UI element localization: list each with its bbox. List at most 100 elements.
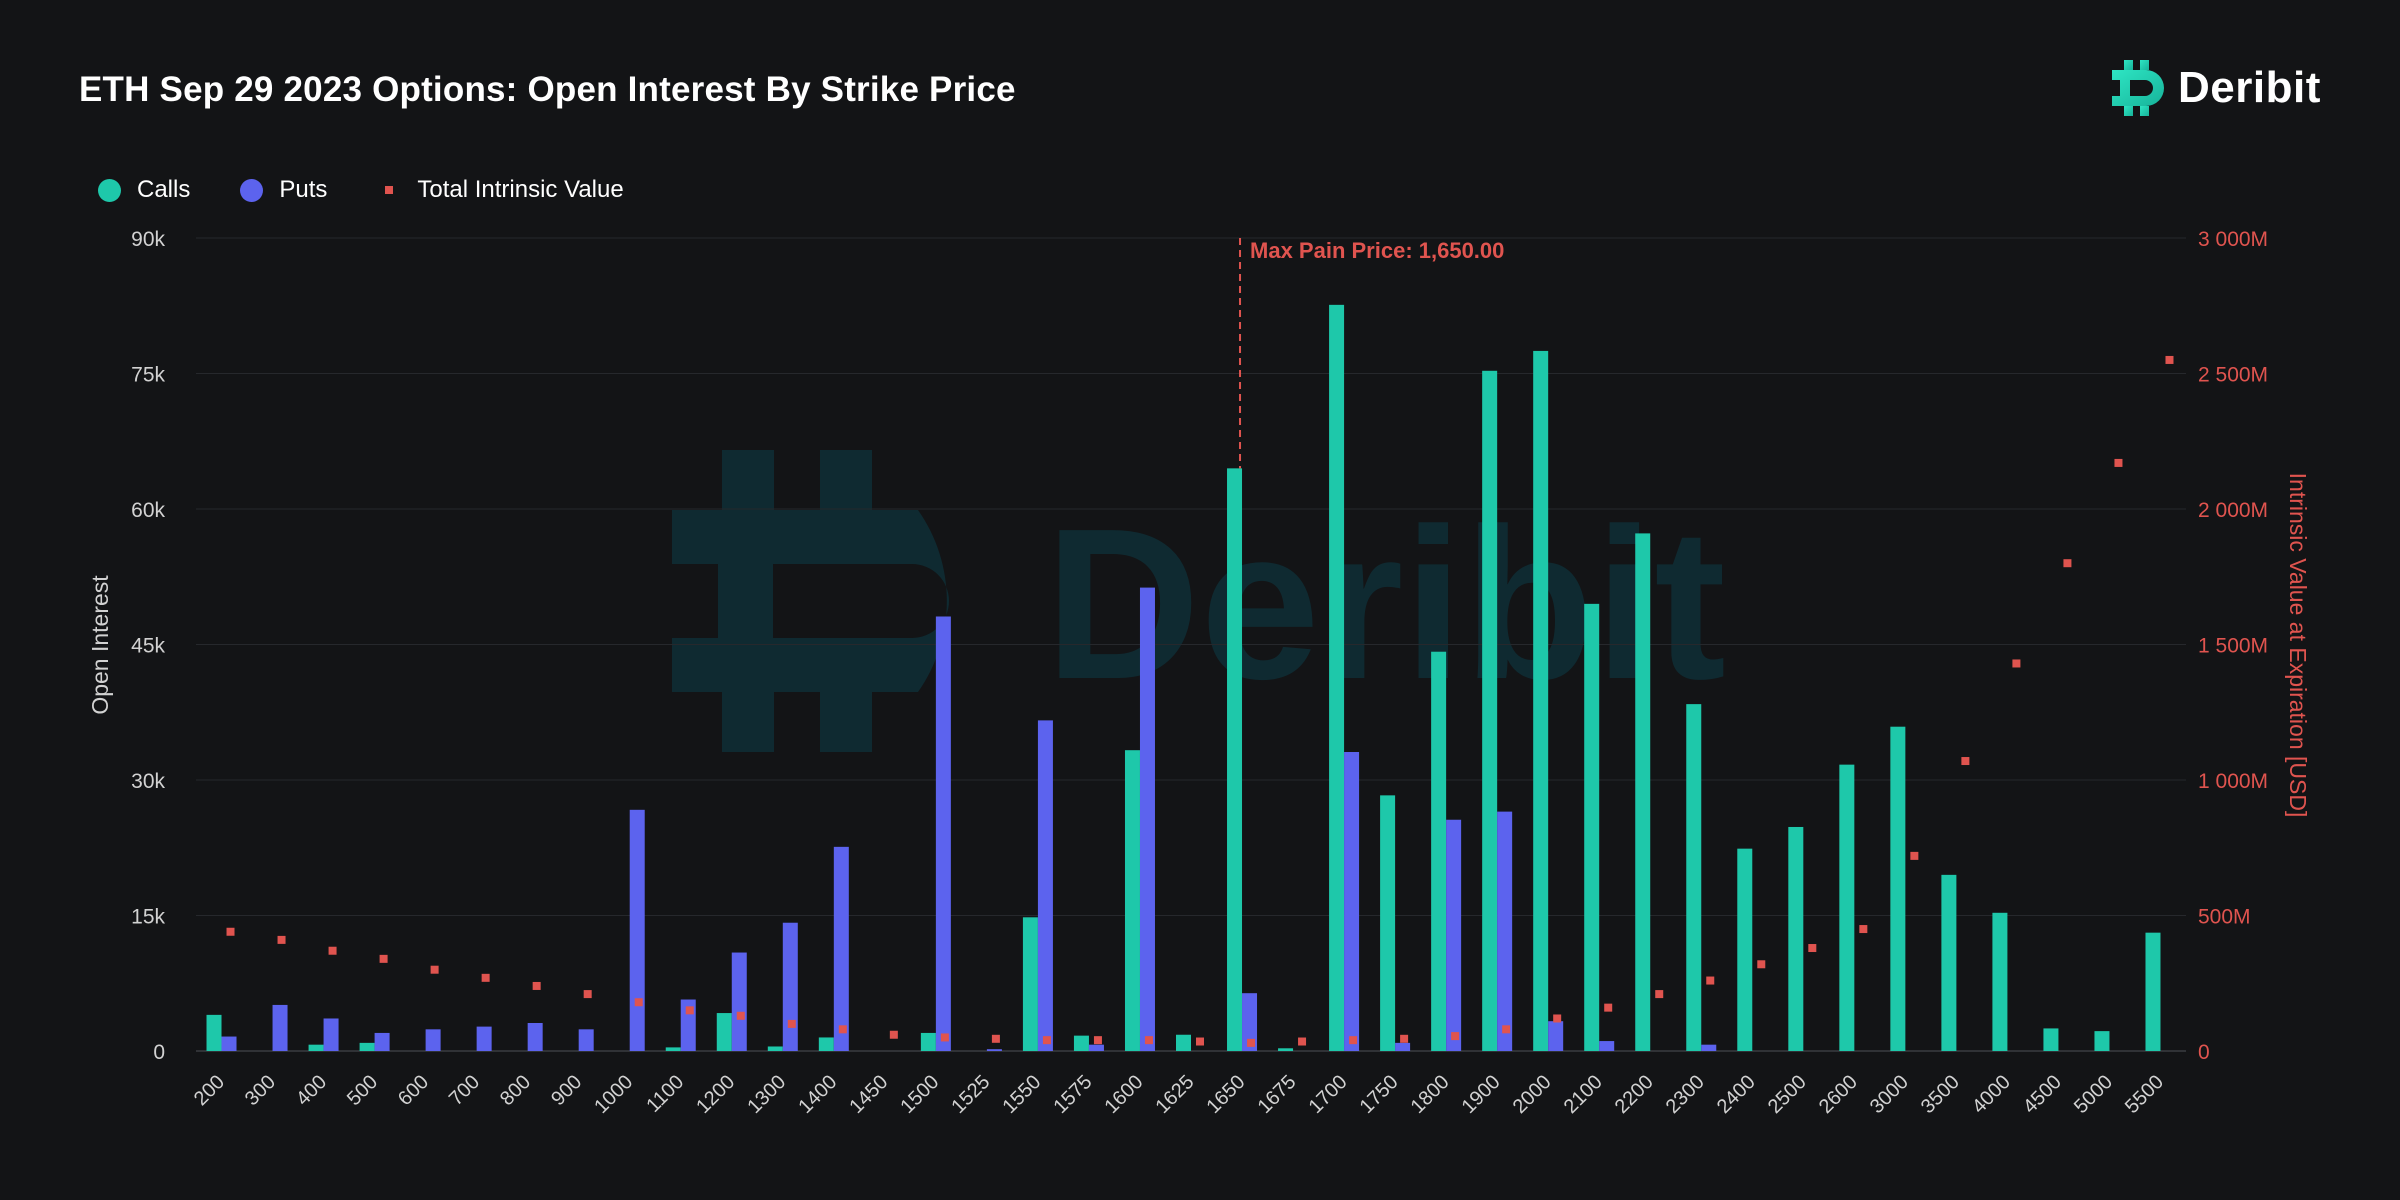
- calls-bar: [1227, 468, 1243, 1052]
- calls-bar: [1073, 1035, 1089, 1051]
- puts-bar: [1395, 1042, 1411, 1051]
- intrinsic-point: [787, 1019, 796, 1028]
- x-axis: 200 300 400 500 600 700 800 900 1000 1100 1200 1300…: [190, 1071, 2168, 1118]
- watermark-brand-text: Deribit: [1045, 483, 1726, 724]
- calls-bar: [1635, 533, 1651, 1051]
- x-tick-label: 200: [190, 1071, 229, 1110]
- x-tick-label: 1675: [1254, 1071, 1301, 1118]
- intrinsic-point: [379, 954, 388, 963]
- puts-bar: [782, 922, 798, 1051]
- x-tick-label: 5000: [2070, 1071, 2117, 1118]
- calls-bar: [1124, 750, 1140, 1051]
- puts-bar: [1139, 587, 1155, 1051]
- calls-bar: [1533, 350, 1549, 1052]
- x-tick-label: 4500: [2019, 1071, 2066, 1118]
- x-tick-label: 5500: [2121, 1071, 2168, 1118]
- x-tick-label: 2300: [1662, 1071, 1709, 1118]
- intrinsic-point: [889, 1030, 898, 1039]
- intrinsic-point: [1400, 1034, 1409, 1043]
- calls-legend-marker: [98, 178, 121, 202]
- legend-item-puts[interactable]: Puts: [240, 176, 327, 204]
- legend-label-puts: Puts: [279, 176, 328, 203]
- intrinsic-point: [2165, 355, 2174, 364]
- puts-bar: [1599, 1041, 1615, 1051]
- calls-bar: [1941, 874, 1957, 1051]
- y2-tick-label: 1 500M: [2198, 635, 2268, 658]
- y2-tick-label: 0: [2198, 1041, 2210, 1064]
- intrinsic-point: [1706, 976, 1715, 985]
- watermark-logo: Deribit: [672, 450, 1726, 752]
- intrinsic-point: [940, 1033, 949, 1042]
- calls-bar: [2043, 1028, 2059, 1051]
- calls-bar: [2145, 932, 2161, 1051]
- x-tick-label: 300: [241, 1071, 280, 1110]
- intrinsic-point: [736, 1011, 745, 1020]
- puts-bar: [629, 809, 645, 1051]
- intrinsic-point: [532, 981, 541, 990]
- intrinsic-point: [1961, 757, 1970, 766]
- puts-bar: [833, 846, 849, 1051]
- x-tick-label: 1575: [1049, 1071, 1096, 1118]
- x-tick-label: 1700: [1305, 1071, 1352, 1118]
- legend-item-calls[interactable]: Calls: [98, 176, 190, 204]
- calls-bar: [1380, 795, 1396, 1051]
- brand-logo: Deribit: [2110, 58, 2321, 118]
- x-tick-label: 1900: [1458, 1071, 1505, 1118]
- calls-bar: [1022, 917, 1038, 1051]
- intrinsic-point: [226, 927, 235, 936]
- intrinsic-point: [1808, 944, 1817, 953]
- calls-bar: [1686, 704, 1702, 1051]
- bars-group: [206, 304, 2161, 1052]
- left-axis: 0 15k 30k 45k 60k 75k 90k: [131, 228, 165, 1064]
- y-tick-label: 30k: [131, 770, 165, 793]
- calls-bar: [1839, 764, 1855, 1051]
- puts-bar: [1497, 811, 1513, 1051]
- puts-bar: [935, 616, 951, 1051]
- calls-bar: [1584, 603, 1600, 1051]
- calls-bar: [1278, 1048, 1294, 1051]
- puts-bar: [731, 952, 747, 1051]
- calls-bar: [767, 1046, 783, 1051]
- intrinsic-point: [1349, 1036, 1358, 1045]
- intrinsic-points-group: [226, 355, 2174, 1047]
- intrinsic-point: [430, 965, 439, 974]
- calls-bar: [1482, 370, 1498, 1051]
- intrinsic-point: [838, 1025, 847, 1034]
- deribit-logo-icon: [2112, 60, 2164, 116]
- calls-bar: [359, 1042, 375, 1051]
- calls-bar: [1737, 848, 1753, 1051]
- x-tick-label: 500: [343, 1071, 382, 1110]
- intrinsic-point: [2012, 659, 2021, 668]
- intrinsic-point: [1655, 990, 1664, 999]
- puts-bar: [1088, 1044, 1104, 1051]
- intrinsic-point: [1757, 960, 1766, 969]
- y2-tick-label: 2 500M: [2198, 364, 2268, 387]
- puts-bar: [1701, 1044, 1717, 1051]
- legend-item-intrinsic[interactable]: Total Intrinsic Value: [377, 176, 624, 204]
- x-tick-label: 1000: [590, 1071, 637, 1118]
- intrinsic-point: [1196, 1037, 1204, 1046]
- y-tick-label: 90k: [131, 228, 165, 251]
- puts-bar: [374, 1032, 390, 1051]
- max-pain-annotation: Max Pain Price: 1,650.00: [1239, 238, 1504, 469]
- puts-bar: [476, 1026, 492, 1051]
- calls-bar: [1788, 826, 1804, 1051]
- brand-name: Deribit: [2178, 63, 2321, 112]
- y-tick-label: 0: [153, 1041, 165, 1064]
- x-tick-label: 2200: [1611, 1071, 1658, 1118]
- x-tick-label: 1450: [845, 1071, 892, 1118]
- legend-label-intrinsic: Total Intrinsic Value: [417, 176, 624, 203]
- y2-tick-label: 3 000M: [2198, 228, 2268, 251]
- puts-bar: [272, 1004, 288, 1051]
- intrinsic-point: [685, 1006, 694, 1015]
- x-tick-label: 900: [547, 1071, 586, 1110]
- calls-bar: [206, 1014, 222, 1051]
- intrinsic-point: [1859, 925, 1868, 934]
- y2-tick-label: 2 000M: [2198, 499, 2268, 522]
- x-tick-label: 1625: [1152, 1071, 1199, 1118]
- intrinsic-point: [481, 973, 490, 982]
- calls-bar: [1431, 651, 1447, 1051]
- x-tick-label: 2500: [1764, 1071, 1811, 1118]
- intrinsic-point: [1553, 1014, 1562, 1023]
- x-tick-label: 3500: [1917, 1071, 1964, 1118]
